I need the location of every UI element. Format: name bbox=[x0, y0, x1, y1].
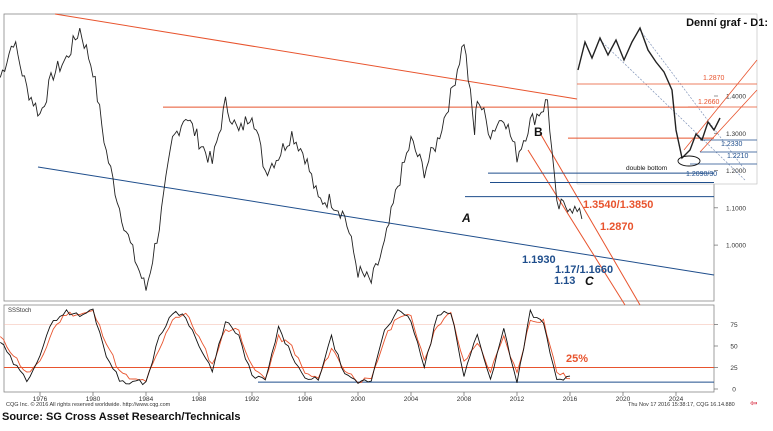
double-bottom-label: double bottom bbox=[626, 165, 667, 172]
osc-y-tick-label: 50 bbox=[730, 344, 738, 351]
osc-y-tick-label: 0 bbox=[732, 387, 736, 394]
osc-y-tick-label: 25 bbox=[730, 365, 738, 372]
wave-label-c: C bbox=[585, 274, 594, 288]
scroll-left-arrow-icon[interactable]: ⇦ bbox=[750, 399, 758, 409]
x-tick-label: 2016 bbox=[563, 396, 578, 403]
osc-y-tick-label: 75 bbox=[730, 322, 738, 329]
level-label: 1.2870 bbox=[600, 221, 634, 233]
x-tick-label: 2000 bbox=[351, 396, 366, 403]
inset-panel-frame bbox=[576, 13, 758, 185]
y-tick-label: 1.3000 bbox=[726, 131, 746, 138]
x-tick-label: 1992 bbox=[245, 396, 260, 403]
x-tick-label: 1980 bbox=[86, 396, 101, 403]
inset-price-line bbox=[577, 26, 721, 160]
stoch-k-line bbox=[0, 308, 571, 386]
inset-level-label: 1.2870 bbox=[703, 75, 725, 82]
x-tick-label: 1984 bbox=[139, 396, 154, 403]
x-tick-label: 2020 bbox=[616, 396, 631, 403]
y-tick-label: 1.0000 bbox=[726, 243, 746, 250]
price-series-line bbox=[0, 28, 583, 291]
x-tick-label: 2012 bbox=[510, 396, 525, 403]
copyright-text: CQG Inc. © 2016 All rights reserved worl… bbox=[6, 402, 171, 408]
x-tick-label: 2008 bbox=[457, 396, 472, 403]
osc-panel-frame bbox=[3, 304, 715, 393]
osc-title: SSStoch bbox=[8, 308, 31, 314]
y-tick-label: 1.1000 bbox=[726, 205, 746, 212]
channel-line-lower bbox=[527, 149, 626, 306]
y-tick-label: 1.4000 bbox=[726, 94, 746, 101]
level-label: 1.13 bbox=[554, 275, 575, 287]
inset-trend-dotted-2 bbox=[639, 29, 746, 171]
level-label: 1.3540/1.3850 bbox=[583, 199, 653, 211]
level-label: 1.17/1.1660 bbox=[555, 264, 613, 276]
channel-line-upper bbox=[539, 132, 641, 306]
upper-trendline bbox=[54, 13, 578, 100]
source-caption: Source: SG Cross Asset Research/Technica… bbox=[2, 411, 241, 423]
inset-up-channel-2 bbox=[699, 89, 758, 153]
timestamp-text: Thu Nov 17 2016 15:38:17, CQG 16.14.880 bbox=[628, 402, 735, 408]
inset-level-label: 1.2090/30 bbox=[686, 171, 717, 178]
inset-level-label: 1.2330 bbox=[721, 141, 743, 148]
lower-trendline bbox=[37, 166, 715, 276]
x-tick-label: 1996 bbox=[298, 396, 313, 403]
x-tick-label: 1988 bbox=[192, 396, 207, 403]
inset-title: Denní graf - D1: bbox=[686, 17, 768, 29]
x-tick-label: 1976 bbox=[33, 396, 48, 403]
double-bottom-ellipse bbox=[677, 155, 701, 167]
wave-label-b: B bbox=[534, 125, 543, 139]
x-tick-label: 2004 bbox=[404, 396, 419, 403]
wave-label-a: A bbox=[461, 211, 471, 225]
x-tick-label: 2024 bbox=[669, 396, 684, 403]
level-label: 1.1930 bbox=[522, 254, 556, 266]
inset-level-label: 1.2660 bbox=[698, 99, 720, 106]
osc-level-label: 25% bbox=[566, 353, 588, 365]
inset-level-label: 1.2210 bbox=[727, 153, 749, 160]
